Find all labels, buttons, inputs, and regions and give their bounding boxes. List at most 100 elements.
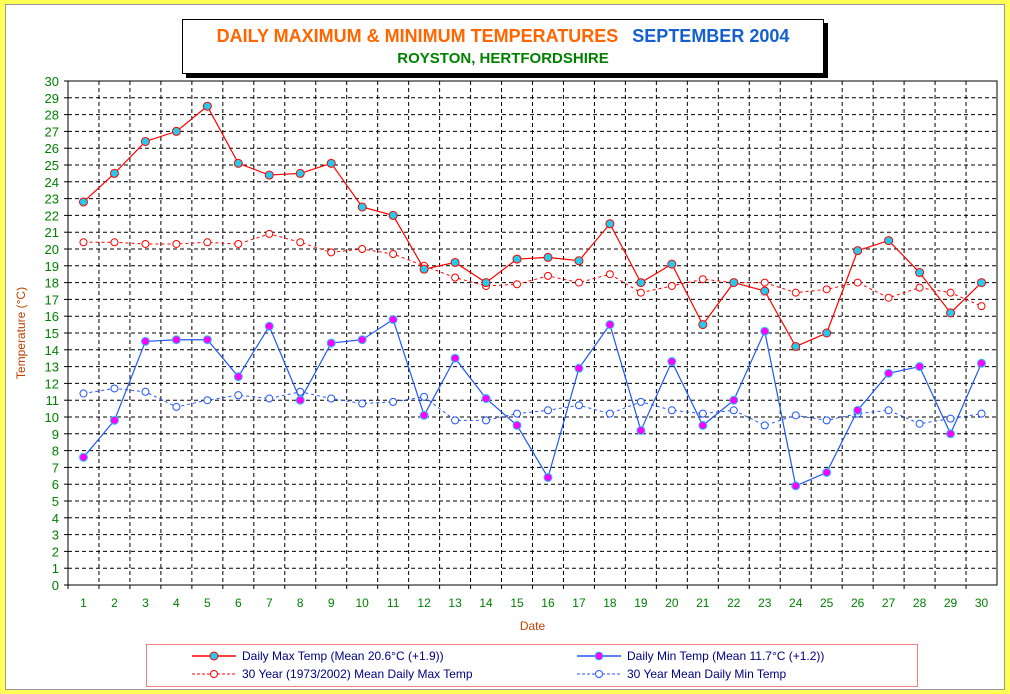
data-point-s2 — [698, 275, 707, 284]
chart-frame — [5, 4, 1005, 690]
data-point-s2 — [946, 288, 955, 297]
data-point-s0 — [946, 308, 956, 318]
data-point-s1 — [233, 372, 243, 382]
data-point-s2 — [760, 278, 769, 287]
x-tick-label: 4 — [173, 596, 180, 610]
x-tick-label: 9 — [328, 596, 335, 610]
data-point-s3 — [203, 396, 212, 405]
data-point-s2 — [451, 273, 460, 282]
data-point-s3 — [389, 397, 398, 406]
data-point-s1 — [915, 362, 925, 372]
data-point-s3 — [482, 416, 491, 425]
x-tick-label: 1 — [80, 596, 87, 610]
x-tick-label: 8 — [297, 596, 304, 610]
data-point-s1 — [636, 425, 646, 435]
legend-item-min-30y: 30 Year Mean Daily Min Temp — [577, 667, 786, 681]
y-tick-label: 4 — [52, 511, 59, 526]
x-tick-label: 14 — [479, 596, 493, 610]
data-point-s3 — [760, 421, 769, 430]
legend-item-min: Daily Min Temp (Mean 11.7°C (+1.2)) — [577, 649, 824, 663]
data-point-s1 — [791, 481, 801, 491]
data-point-s2 — [296, 238, 305, 247]
data-point-s2 — [977, 302, 986, 311]
data-point-s3 — [358, 399, 367, 408]
data-point-s2 — [822, 285, 831, 294]
x-tick-label: 15 — [510, 596, 524, 610]
data-point-s1 — [419, 410, 429, 420]
x-tick-label: 2 — [111, 596, 118, 610]
y-tick-label: 25 — [45, 158, 59, 173]
x-tick-label: 22 — [727, 596, 741, 610]
data-point-s3 — [420, 392, 429, 401]
data-point-s2 — [884, 293, 893, 302]
data-point-s0 — [109, 168, 119, 178]
data-point-s0 — [698, 320, 708, 330]
data-point-s1 — [481, 394, 491, 404]
x-tick-label: 25 — [820, 596, 834, 610]
data-point-s1 — [357, 335, 367, 345]
data-point-s2 — [327, 248, 336, 257]
data-point-s2 — [543, 271, 552, 280]
chart-title: DAILY MAXIMUM & MINIMUM TEMPERATURES — [216, 26, 619, 46]
data-point-s0 — [419, 264, 429, 274]
chart-title-box: DAILY MAXIMUM & MINIMUM TEMPERATURES SEPT… — [182, 19, 824, 74]
data-point-s2 — [172, 239, 181, 248]
x-tick-label: 3 — [142, 596, 149, 610]
data-point-s2 — [141, 239, 150, 248]
data-point-s0 — [977, 278, 987, 288]
data-point-s2 — [110, 238, 119, 247]
data-point-s3 — [605, 409, 614, 418]
y-tick-label: 10 — [45, 410, 59, 425]
data-point-s0 — [512, 254, 522, 264]
y-tick-label: 24 — [45, 175, 59, 190]
data-point-s2 — [605, 270, 614, 279]
data-point-s2 — [234, 239, 243, 248]
y-tick-label: 29 — [45, 91, 59, 106]
data-point-s2 — [389, 250, 398, 259]
y-axis-label: Temperature (°C) — [14, 287, 28, 379]
series-line-0 — [83, 105, 982, 348]
data-point-s3 — [327, 394, 336, 403]
data-point-s1 — [729, 395, 739, 405]
x-tick-label: 19 — [634, 596, 648, 610]
legend: Daily Max Temp (Mean 20.6°C (+1.9)) Dail… — [146, 644, 918, 687]
data-point-s0 — [884, 236, 894, 246]
data-point-s1 — [574, 363, 584, 373]
x-tick-label: 26 — [851, 596, 865, 610]
data-point-s1 — [667, 357, 677, 367]
y-tick-label: 7 — [52, 460, 59, 475]
x-tick-label: 18 — [603, 596, 617, 610]
data-point-s1 — [202, 335, 212, 345]
y-tick-label: 26 — [45, 141, 59, 156]
y-tick-label: 20 — [45, 242, 59, 257]
y-tick-label: 22 — [45, 208, 59, 223]
data-point-s2 — [265, 229, 274, 238]
legend-max30-swatch — [192, 670, 236, 678]
series-line-3 — [83, 387, 982, 426]
data-point-s0 — [326, 158, 336, 168]
series-line-2 — [83, 233, 982, 307]
data-point-s2 — [79, 238, 88, 247]
data-point-s3 — [451, 416, 460, 425]
y-tick-label: 2 — [52, 544, 59, 559]
x-tick-label: 27 — [882, 596, 896, 610]
data-point-s3 — [574, 401, 583, 410]
data-point-s2 — [513, 280, 522, 289]
data-point-s2 — [358, 245, 367, 253]
y-tick-label: 14 — [45, 343, 59, 358]
data-point-s0 — [264, 170, 274, 180]
x-tick-label: 21 — [696, 596, 710, 610]
data-point-s0 — [78, 197, 88, 207]
data-point-s0 — [915, 268, 925, 278]
data-point-s3 — [946, 414, 955, 423]
legend-label: Daily Max Temp (Mean 20.6°C (+1.9)) — [242, 649, 444, 663]
y-tick-label: 13 — [45, 360, 59, 375]
data-point-s1 — [512, 420, 522, 430]
x-tick-label: 13 — [448, 596, 462, 610]
y-tick-label: 5 — [52, 494, 59, 509]
x-tick-label: 7 — [266, 596, 273, 610]
data-point-s0 — [760, 286, 770, 296]
legend-max-swatch — [192, 651, 236, 661]
data-point-s0 — [171, 126, 181, 136]
data-point-s1 — [295, 395, 305, 405]
